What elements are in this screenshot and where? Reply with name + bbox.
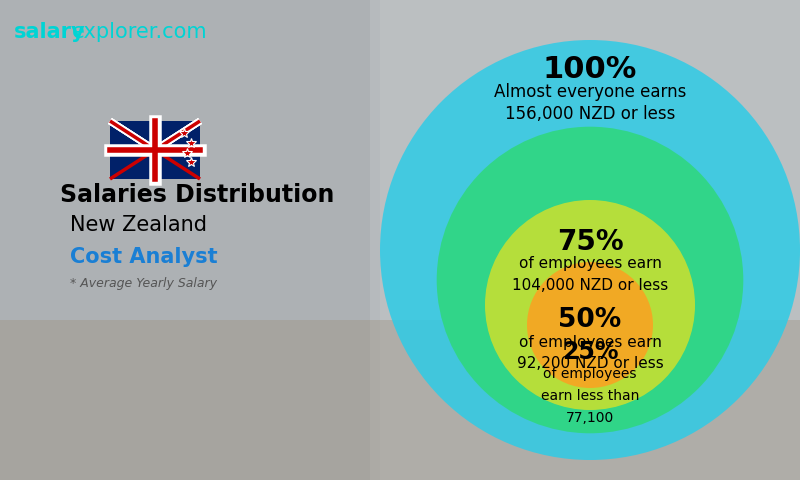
Text: 92,200 NZD or less: 92,200 NZD or less xyxy=(517,357,663,372)
Text: 100%: 100% xyxy=(543,56,637,84)
Text: 75%: 75% xyxy=(557,228,623,256)
FancyBboxPatch shape xyxy=(0,320,800,480)
Text: of employees earn: of employees earn xyxy=(518,335,662,349)
Circle shape xyxy=(527,262,653,388)
Text: Almost everyone earns: Almost everyone earns xyxy=(494,83,686,101)
Text: salary: salary xyxy=(14,22,86,42)
Text: earn less than: earn less than xyxy=(541,389,639,403)
Text: 50%: 50% xyxy=(558,307,622,333)
Text: 25%: 25% xyxy=(562,340,618,364)
Circle shape xyxy=(437,127,743,433)
Text: * Average Yearly Salary: * Average Yearly Salary xyxy=(70,277,217,290)
Text: New Zealand: New Zealand xyxy=(70,215,207,235)
Text: of employees earn: of employees earn xyxy=(518,256,662,271)
FancyBboxPatch shape xyxy=(370,0,800,480)
Circle shape xyxy=(380,40,800,460)
Text: Salaries Distribution: Salaries Distribution xyxy=(60,183,334,207)
Text: 77,100: 77,100 xyxy=(566,411,614,425)
Text: 156,000 NZD or less: 156,000 NZD or less xyxy=(505,105,675,123)
Circle shape xyxy=(485,200,695,410)
Text: Cost Analyst: Cost Analyst xyxy=(70,247,218,267)
FancyBboxPatch shape xyxy=(0,0,380,480)
FancyBboxPatch shape xyxy=(110,121,200,179)
Text: 104,000 NZD or less: 104,000 NZD or less xyxy=(512,278,668,293)
Text: explorer.com: explorer.com xyxy=(72,22,208,42)
Text: of employees: of employees xyxy=(543,367,637,381)
